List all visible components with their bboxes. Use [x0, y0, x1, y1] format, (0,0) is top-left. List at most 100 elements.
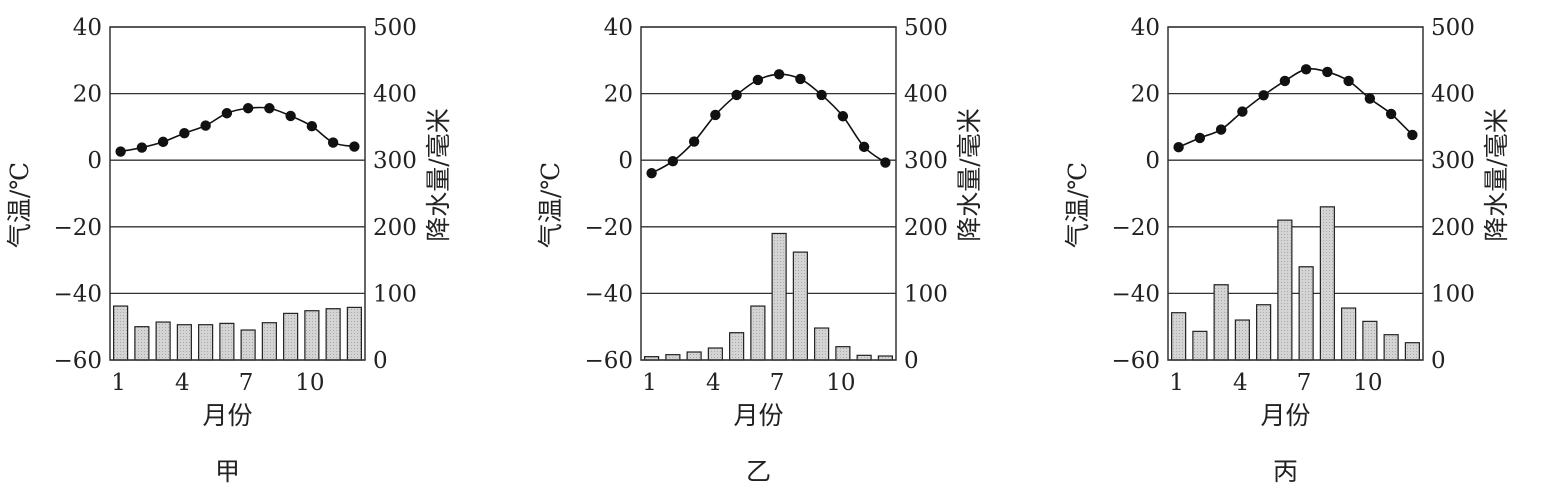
- climate-chart-2: 40 500 20 400 0 300 −20 200 −40 100 −60 0 1 4 7 10 月份 气温/…: [536, 15, 984, 486]
- temperature-point: [646, 167, 657, 179]
- precipitation-bar: [686, 351, 702, 361]
- temperature-point: [349, 141, 360, 152]
- x-tick-label: 10: [295, 370, 324, 396]
- temperature-point: [136, 142, 148, 153]
- precipitation-bar: [729, 332, 745, 361]
- y-left-axis-label: 气温/℃: [5, 162, 34, 248]
- temperature-point: [795, 73, 806, 85]
- y-left-tick-label: −20: [1111, 215, 1160, 241]
- climate-chart-3: 40 500 20 400 0 300 −20 200 −40 100 −60 0 1 4 7 10 月份 气温/…: [1063, 15, 1511, 486]
- precipitation-bar: [1256, 304, 1272, 361]
- temperature-point: [327, 137, 339, 148]
- precipitation-bar: [240, 329, 256, 361]
- y-right-tick-label: 100: [904, 281, 948, 307]
- x-tick-label: 7: [770, 370, 785, 396]
- temperature-point: [880, 157, 891, 168]
- precipitation-bar: [134, 326, 150, 361]
- y-right-tick-label: 0: [904, 348, 919, 374]
- precipitation-bar: [304, 310, 320, 361]
- y-left-tick-label: 0: [87, 148, 102, 174]
- precipitation-bar: [1298, 266, 1314, 361]
- y-right-tick-label: 0: [1431, 348, 1446, 374]
- temperature-point: [115, 146, 126, 157]
- precipitation-bar: [155, 321, 171, 361]
- precipitation-bar: [1341, 307, 1357, 361]
- temperature-point: [667, 155, 679, 167]
- temperature-point: [242, 103, 254, 114]
- temperature-point: [1364, 93, 1376, 104]
- temperature-point: [306, 121, 318, 132]
- temperature-point: [200, 120, 211, 131]
- y-left-tick-label: −20: [584, 215, 633, 241]
- precipitation-bar: [1171, 312, 1187, 361]
- precipitation-bar: [665, 354, 681, 361]
- x-tick-label: 1: [1169, 370, 1184, 396]
- temperature-point: [1237, 106, 1248, 117]
- temperature-point: [1194, 132, 1206, 144]
- y-left-tick-label: 40: [604, 15, 633, 41]
- precipitation-bar: [771, 232, 787, 361]
- temperature-point: [1322, 66, 1333, 78]
- y-right-tick-label: 0: [373, 348, 388, 374]
- temperature-point: [1258, 90, 1269, 101]
- temperature-point: [157, 136, 169, 148]
- y-left-tick-label: −60: [584, 348, 633, 374]
- temperature-point: [1173, 142, 1184, 153]
- x-tick-label: 1: [111, 370, 126, 396]
- x-tick-label: 10: [826, 370, 855, 396]
- precipitation-bar: [835, 346, 851, 361]
- temperature-point: [816, 89, 827, 101]
- y-right-tick-label: 100: [1431, 281, 1475, 307]
- y-left-tick-label: 20: [73, 82, 102, 108]
- y-right-tick-label: 300: [1431, 148, 1475, 174]
- y-right-axis-label: 降水量/毫米: [955, 108, 984, 241]
- temperature-point: [688, 136, 700, 147]
- x-tick-label: 1: [642, 370, 657, 396]
- temperature-point: [1407, 129, 1418, 141]
- temperature-point: [837, 111, 849, 122]
- temperature-point: [1343, 75, 1354, 87]
- temperature-line: [1178, 68, 1413, 148]
- x-tick-label: 4: [175, 370, 190, 396]
- y-left-axis-label: 气温/℃: [1063, 162, 1092, 248]
- y-left-tick-label: −40: [1111, 281, 1160, 307]
- y-left-tick-label: 0: [618, 148, 633, 174]
- y-right-tick-label: 200: [904, 215, 948, 241]
- temperature-point: [179, 128, 190, 139]
- y-right-tick-label: 500: [1431, 15, 1475, 41]
- temperature-point: [731, 89, 742, 101]
- x-axis-label: 月份: [1260, 401, 1310, 430]
- precipitation-bar: [1404, 342, 1420, 361]
- y-left-tick-label: 40: [1131, 15, 1160, 41]
- y-right-axis-label: 降水量/毫米: [1482, 108, 1511, 241]
- y-right-tick-label: 500: [904, 15, 948, 41]
- y-right-tick-label: 300: [373, 148, 417, 174]
- y-left-axis-label: 气温/℃: [536, 162, 565, 248]
- y-left-tick-label: 40: [73, 15, 102, 41]
- x-axis-label: 月份: [733, 401, 783, 430]
- temperature-point: [858, 141, 870, 153]
- precipitation-bar: [750, 305, 766, 361]
- y-right-tick-label: 200: [1431, 215, 1475, 241]
- y-left-tick-label: −60: [1111, 348, 1160, 374]
- precipitation-bar: [814, 327, 830, 361]
- chart-caption: 甲: [215, 457, 240, 486]
- plot-frame: [1167, 26, 1424, 361]
- temperature-point: [1279, 75, 1291, 87]
- y-right-tick-label: 100: [373, 281, 417, 307]
- y-left-tick-label: 20: [604, 82, 633, 108]
- temperature-point: [1300, 64, 1312, 75]
- temperature-point: [752, 74, 764, 86]
- temperature-line: [120, 106, 355, 153]
- plot-frame: [640, 26, 897, 361]
- y-right-axis-label: 降水量/毫米: [424, 108, 453, 241]
- precipitation-bar: [176, 324, 192, 361]
- temperature-point: [264, 103, 275, 114]
- y-right-tick-label: 400: [904, 82, 948, 108]
- precipitation-bar: [346, 306, 362, 361]
- precipitation-bar: [219, 322, 235, 361]
- precipitation-bar: [261, 322, 277, 361]
- y-left-tick-label: −60: [53, 348, 102, 374]
- temperature-line: [651, 73, 886, 174]
